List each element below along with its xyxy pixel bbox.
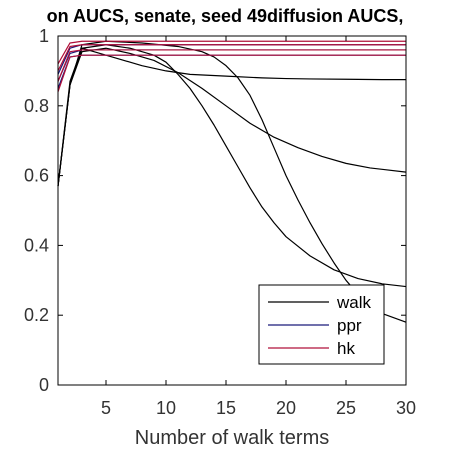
- plot-frame: [57, 35, 407, 386]
- x-tick-label: 5: [101, 398, 111, 418]
- x-axis-ticks: 5 10 15 20 25 30: [101, 36, 416, 418]
- x-tick-label: 10: [156, 398, 176, 418]
- legend-label-ppr: ppr: [337, 316, 362, 335]
- x-tick-label: 20: [276, 398, 296, 418]
- legend-label-hk: hk: [337, 339, 355, 358]
- legend: walk ppr hk: [258, 284, 385, 365]
- y-tick-label: 0.6: [24, 166, 49, 186]
- series-line-hk-7: [57, 54, 406, 93]
- x-tick-label: 25: [336, 398, 356, 418]
- series-layer: [57, 40, 407, 323]
- series-line-hk-8: [57, 49, 406, 82]
- x-axis-label: Number of walk terms: [135, 427, 330, 449]
- y-tick-label: 0.2: [24, 305, 49, 325]
- x-tick-label: 30: [396, 398, 416, 418]
- chart-title: on AUCS, senate, seed 49diffusion AUCS,: [47, 6, 404, 26]
- series-line-hk-10: [57, 40, 406, 65]
- y-tick-label: 0.8: [24, 96, 49, 116]
- series-line-hk-9: [57, 44, 406, 72]
- legend-label-walk: walk: [336, 293, 372, 312]
- y-tick-label: 0: [39, 375, 49, 395]
- x-tick-label: 15: [216, 398, 236, 418]
- series-line-walk-2: [57, 44, 407, 288]
- y-tick-label: 0.4: [24, 235, 49, 255]
- y-tick-label: 1: [39, 26, 49, 46]
- y-axis-ticks: 0 0.2 0.4 0.6 0.8 1: [24, 26, 406, 395]
